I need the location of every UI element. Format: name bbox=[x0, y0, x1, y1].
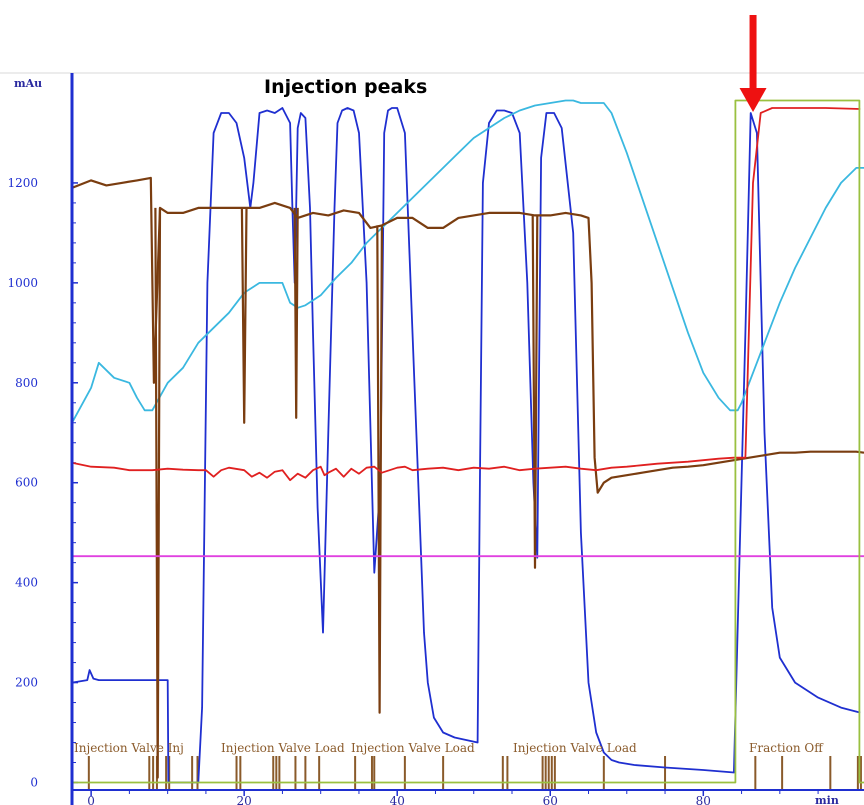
event-label: Injection Valve Load bbox=[221, 741, 345, 755]
y-tick-label: 1200 bbox=[7, 176, 38, 190]
y-unit-label: mAu bbox=[14, 77, 42, 90]
arrow-head-icon bbox=[739, 88, 767, 112]
event-label: Injection Valve Load bbox=[513, 741, 637, 755]
series-line-5 bbox=[293, 207, 299, 419]
x-tick-label: 80 bbox=[696, 794, 711, 805]
x-unit-label: min bbox=[815, 794, 839, 805]
event-label: Injection Valve Inj bbox=[74, 741, 184, 755]
y-axis-ticks: 0 200 400 600 800 1000 1200 bbox=[7, 176, 78, 790]
chart-title: Injection peaks bbox=[264, 76, 427, 98]
series-line-2 bbox=[71, 176, 864, 494]
x-tick-label: 60 bbox=[543, 794, 558, 805]
series-line-1 bbox=[71, 99, 864, 424]
series-line-3 bbox=[154, 207, 162, 779]
series-line-8 bbox=[71, 107, 861, 482]
y-tick-label: 0 bbox=[30, 776, 38, 790]
event-label: Fraction Off bbox=[749, 741, 824, 755]
x-tick-label: 0 bbox=[87, 794, 95, 805]
y-tick-label: 600 bbox=[15, 476, 38, 490]
x-axis-ticks: 0 20 40 60 80 bbox=[87, 790, 819, 805]
y-tick-label: 1000 bbox=[7, 276, 38, 290]
x-tick-label: 20 bbox=[237, 794, 252, 805]
series-line-6 bbox=[376, 225, 383, 714]
series-line-0 bbox=[71, 107, 861, 784]
event-label: Injection Valve Load bbox=[351, 741, 475, 755]
series-line-7 bbox=[531, 215, 539, 569]
y-tick-label: 800 bbox=[15, 376, 38, 390]
y-tick-label: 400 bbox=[15, 576, 38, 590]
event-labels: Injection Valve Inj Injection Valve Load I… bbox=[74, 741, 824, 755]
series-line-4 bbox=[240, 207, 248, 424]
red-arrow-indicator bbox=[739, 15, 767, 112]
series-line-10 bbox=[72, 99, 864, 784]
arrow-shaft bbox=[749, 15, 757, 90]
x-tick-label: 40 bbox=[390, 794, 405, 805]
event-markers bbox=[87, 756, 862, 790]
y-tick-label: 200 bbox=[15, 676, 38, 690]
series-lines bbox=[71, 99, 864, 784]
